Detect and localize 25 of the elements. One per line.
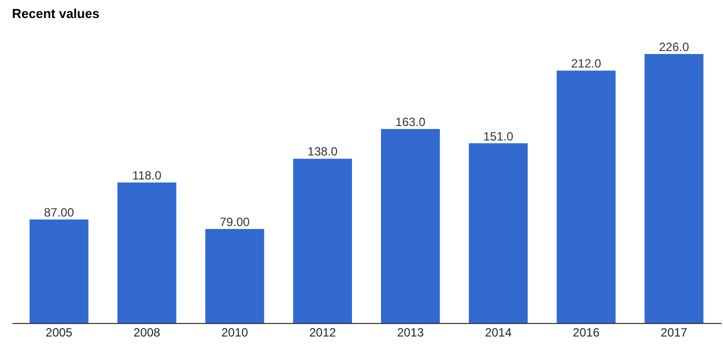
data-label: 138.0 [308,144,338,159]
x-tick-label: 2012 [309,326,336,340]
x-tick-label: 2017 [660,326,688,340]
data-label: 151.0 [483,129,514,144]
x-tick-label: 2005 [46,326,73,340]
data-label: 87.00 [44,205,74,220]
bar [556,70,616,323]
x-tick-label: 2008 [134,326,161,340]
data-label: 79.00 [220,214,250,229]
bar [117,182,176,323]
bar [380,128,440,323]
x-tick-label: 2016 [572,326,600,340]
bar [644,54,704,323]
bar [205,228,264,323]
data-label: 163.0 [395,114,426,129]
bar [468,143,528,323]
bar [293,158,352,323]
x-tick-label: 2014 [484,326,512,340]
data-label: 118.0 [132,168,162,183]
data-label: 212.0 [571,56,602,71]
chart-title: Recent values [12,6,100,21]
data-label: 226.0 [658,40,690,54]
x-tick-label: 2013 [397,326,424,340]
bar [30,219,88,323]
x-tick-label: 2010 [221,326,248,340]
